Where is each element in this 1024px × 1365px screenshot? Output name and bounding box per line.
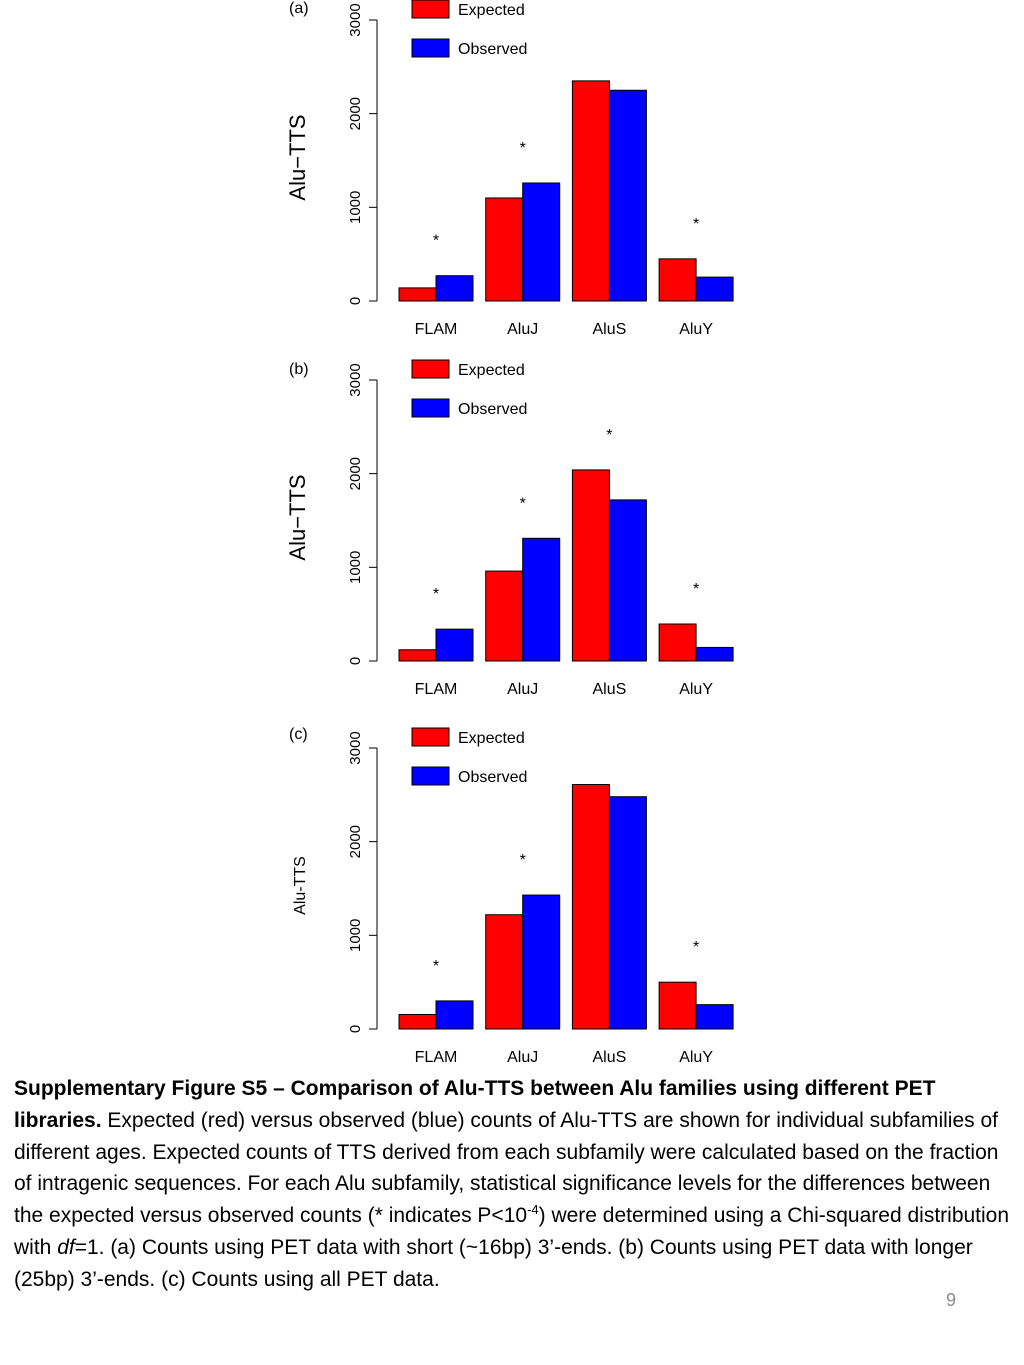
y-tick-label: 2000 (347, 825, 364, 858)
significance-star: * (520, 495, 526, 512)
chart-panel-b: (b) 0 1000 2000 3000 Alu−TTS * FLAM * AluJ * AluS * A… (0, 355, 1024, 705)
significance-star: * (693, 581, 699, 598)
y-tick-label: 1000 (347, 919, 364, 952)
y-tick-label: 3000 (347, 731, 364, 764)
legend-label-expected: Expected (458, 362, 525, 379)
y-tick-label: 1000 (347, 551, 364, 584)
bar-expected-alus (571, 469, 610, 662)
x-tick-label: AluY (679, 1049, 713, 1066)
bar-observed-aluy (695, 1004, 734, 1030)
y-tick-label: 3000 (347, 363, 364, 396)
legend-swatch-observed (411, 398, 450, 418)
bar-expected-flam (398, 649, 437, 662)
chart-a: (a) 0 1000 2000 3000 Alu−TTS * FLAM * AluJ AluS * Al… (285, 0, 734, 338)
x-tick-label: FLAM (415, 1049, 458, 1066)
legend-swatch-observed (411, 38, 450, 58)
significance-star: * (433, 958, 439, 975)
x-tick-label: AluY (679, 321, 713, 338)
y-axis-title: Alu−TTS (285, 474, 310, 560)
x-tick-label: AluY (679, 681, 713, 698)
bar-expected-aluy (658, 623, 697, 662)
bar-expected-alus (571, 80, 610, 302)
bar-expected-alus (571, 784, 610, 1030)
legend-swatch-expected (411, 359, 450, 379)
bar-expected-aluj (485, 197, 524, 302)
bar-observed-alus (608, 499, 647, 662)
x-tick-label: FLAM (415, 321, 458, 338)
y-tick-label: 1000 (347, 191, 364, 224)
panel-label: (a) (289, 0, 309, 17)
caption-text-3: =1. (a) Counts using PET data with short… (14, 1235, 973, 1291)
significance-star: * (520, 852, 526, 869)
bar-observed-flam (435, 275, 474, 302)
caption-superscript: -4 (527, 1202, 539, 1218)
x-tick-label: AluS (593, 681, 627, 698)
chart-panel-a: (a) 0 1000 2000 3000 Alu−TTS * FLAM * AluJ AluS * Al… (0, 0, 1024, 345)
x-tick-label: AluS (593, 321, 627, 338)
bar-expected-aluy (658, 981, 697, 1030)
figure-caption: Supplementary Figure S5 – Comparison of … (14, 1073, 1014, 1296)
x-tick-label: AluJ (507, 1049, 538, 1066)
caption-text: Expected (red) versus observed (blue) co… (14, 1108, 999, 1228)
bar-observed-aluy (695, 646, 734, 662)
chart-panel-c: (c) 0 1000 2000 3000 Alu-TTS * FLAM * AluJ AluS * Al… (0, 720, 1024, 1070)
y-axis-title: Alu-TTS (292, 856, 309, 915)
bar-expected-aluj (485, 570, 524, 662)
y-axis-title: Alu−TTS (285, 114, 310, 200)
bar-observed-aluj (522, 894, 561, 1030)
legend-swatch-expected (411, 727, 450, 747)
y-tick-label: 0 (347, 297, 364, 305)
legend-label-expected: Expected (458, 730, 525, 747)
bar-observed-aluy (695, 276, 734, 302)
panel-label: (b) (289, 361, 309, 378)
bar-observed-alus (608, 89, 647, 302)
x-tick-label: AluJ (507, 681, 538, 698)
legend-label-observed: Observed (458, 769, 527, 786)
y-tick-label: 3000 (347, 3, 364, 36)
legend-swatch-expected (411, 0, 450, 19)
x-tick-label: AluS (593, 1049, 627, 1066)
legend-swatch-observed (411, 766, 450, 786)
chart-b: (b) 0 1000 2000 3000 Alu−TTS * FLAM * AluJ * AluS * A… (285, 359, 734, 698)
bar-observed-flam (435, 628, 474, 662)
significance-star: * (433, 233, 439, 250)
legend-label-expected: Expected (458, 2, 525, 19)
caption-italic: df (57, 1235, 75, 1259)
page-number: 9 (946, 1290, 957, 1310)
bar-observed-aluj (522, 537, 561, 662)
x-tick-label: AluJ (507, 321, 538, 338)
significance-star: * (693, 216, 699, 233)
panel-label: (c) (289, 726, 308, 743)
legend-label-observed: Observed (458, 41, 527, 58)
y-tick-label: 2000 (347, 457, 364, 490)
caption-text-2: ) were determined using a Chi-squared di… (14, 1204, 1010, 1259)
bar-observed-aluj (522, 182, 561, 302)
y-tick-label: 0 (347, 657, 364, 665)
significance-star: * (520, 140, 526, 157)
bar-observed-alus (608, 796, 647, 1030)
x-tick-label: FLAM (415, 681, 458, 698)
caption-title: Supplementary Figure S5 – Comparison of … (14, 1077, 936, 1132)
bar-expected-flam (398, 1013, 437, 1030)
significance-star: * (433, 586, 439, 603)
significance-star: * (693, 939, 699, 956)
bar-observed-flam (435, 1000, 474, 1030)
y-tick-label: 2000 (347, 97, 364, 130)
y-tick-label: 0 (347, 1025, 364, 1033)
bar-expected-aluy (658, 258, 697, 302)
significance-star: * (606, 427, 612, 444)
chart-c: (c) 0 1000 2000 3000 Alu-TTS * FLAM * AluJ AluS * Al… (289, 726, 734, 1066)
bar-expected-aluj (485, 914, 524, 1030)
bar-expected-flam (398, 287, 437, 302)
legend-label-observed: Observed (458, 401, 527, 418)
